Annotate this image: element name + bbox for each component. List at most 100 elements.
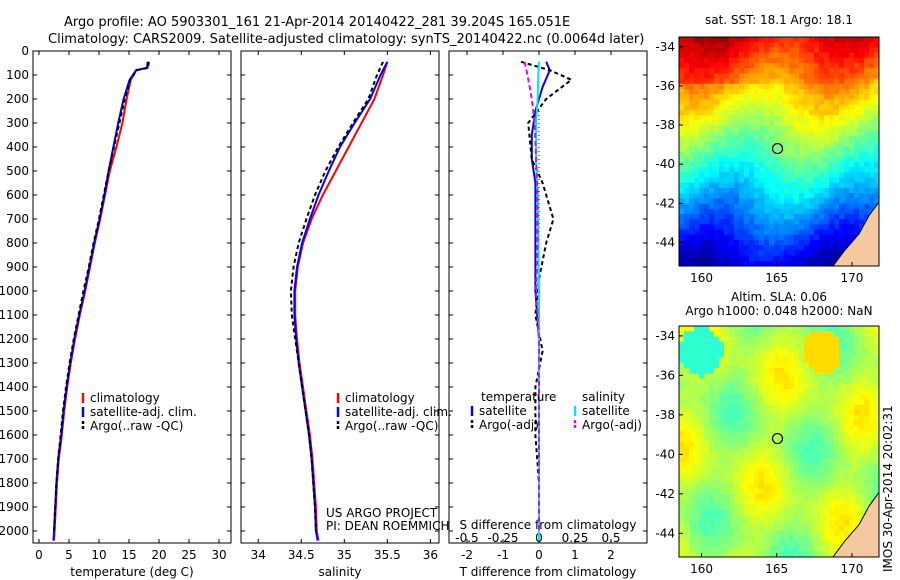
map-cell <box>749 245 755 251</box>
map-cell <box>874 42 880 48</box>
map-cell <box>744 473 750 479</box>
map-cell <box>744 78 750 85</box>
map-cell <box>744 52 750 59</box>
map-cell <box>699 37 705 43</box>
map-cell <box>769 504 775 511</box>
map-cell <box>819 73 825 80</box>
map-cell <box>754 341 760 348</box>
map-cell <box>854 357 860 364</box>
map-cell <box>864 494 870 500</box>
map-cell <box>754 509 760 516</box>
map-cell <box>744 341 750 348</box>
map-cell <box>849 120 855 126</box>
map-cell <box>689 378 695 385</box>
x-tick-label: 165 <box>765 562 788 576</box>
map-cell <box>829 499 835 505</box>
map-cell <box>869 125 875 132</box>
map-cell <box>719 394 725 400</box>
map-cell <box>814 331 820 337</box>
map-cell <box>694 130 700 137</box>
map-cell <box>694 467 700 474</box>
map-cell <box>759 499 765 505</box>
map-cell <box>849 167 855 173</box>
map-cell <box>874 99 880 106</box>
map-cell <box>774 326 780 332</box>
map-cell <box>804 255 810 262</box>
map-cell <box>719 383 725 390</box>
map-cell <box>854 156 860 163</box>
map-cell <box>799 161 805 168</box>
map-cell <box>869 172 875 178</box>
map-cell <box>769 203 775 210</box>
map-cell <box>749 389 755 395</box>
map-cell <box>709 115 715 121</box>
map-cell <box>854 336 860 343</box>
map-cell <box>744 441 750 448</box>
map-cell <box>749 509 755 516</box>
map-cell <box>794 326 800 332</box>
map-cell <box>774 146 780 152</box>
map-cell <box>779 182 785 189</box>
map-cell <box>784 410 790 416</box>
map-cell <box>834 47 840 54</box>
legend-label: climatology <box>345 391 415 405</box>
map-cell <box>774 37 780 43</box>
map-cell <box>829 213 835 220</box>
map-cell <box>779 368 785 374</box>
map-cell <box>874 52 880 59</box>
map-cell <box>834 115 840 121</box>
map-cell <box>779 141 785 147</box>
map-cell <box>804 120 810 126</box>
map-cell <box>809 161 815 168</box>
map-cell <box>729 394 735 400</box>
map-cell <box>829 420 835 427</box>
map-cell <box>764 373 770 379</box>
map-cell <box>769 488 775 495</box>
map-cell <box>794 536 800 542</box>
map-cell <box>734 63 740 69</box>
map-cell <box>774 234 780 241</box>
map-cell <box>744 73 750 80</box>
map-cell <box>839 530 845 537</box>
map-cell <box>859 182 865 189</box>
map-cell <box>759 420 765 427</box>
map-cell <box>749 331 755 337</box>
y-tick-label: -42 <box>655 487 675 501</box>
map-cell <box>864 383 870 390</box>
map-cell <box>814 425 820 432</box>
map-cell <box>704 125 710 132</box>
map-cell <box>749 515 755 521</box>
map-cell <box>734 120 740 126</box>
map-cell <box>819 436 825 442</box>
map-cell <box>854 47 860 54</box>
map-cell <box>744 378 750 385</box>
map-cell <box>689 78 695 85</box>
map-cell <box>869 425 875 432</box>
map-cell <box>854 224 860 230</box>
map-cell <box>749 541 755 547</box>
map-cell <box>759 525 765 532</box>
map-cell <box>684 347 690 353</box>
map-cell <box>829 99 835 106</box>
map-cell <box>724 125 730 132</box>
map-cell <box>749 99 755 106</box>
map-cell <box>814 415 820 421</box>
map-cell <box>704 213 710 220</box>
map-cell <box>714 425 720 432</box>
map-cell <box>764 499 770 505</box>
map-cell <box>724 473 730 479</box>
map-cell <box>694 57 700 64</box>
map-cell <box>739 68 745 74</box>
map-cell <box>864 452 870 458</box>
map-cell <box>849 83 855 90</box>
map-cell <box>769 551 775 558</box>
map-cell <box>714 399 720 406</box>
map-cell <box>724 37 730 43</box>
map-cell <box>864 357 870 364</box>
map-cell <box>689 250 695 256</box>
map-cell <box>739 494 745 500</box>
map-cell <box>819 198 825 204</box>
map-cell <box>699 415 705 421</box>
map-cell <box>784 177 790 184</box>
map-cell <box>694 52 700 59</box>
